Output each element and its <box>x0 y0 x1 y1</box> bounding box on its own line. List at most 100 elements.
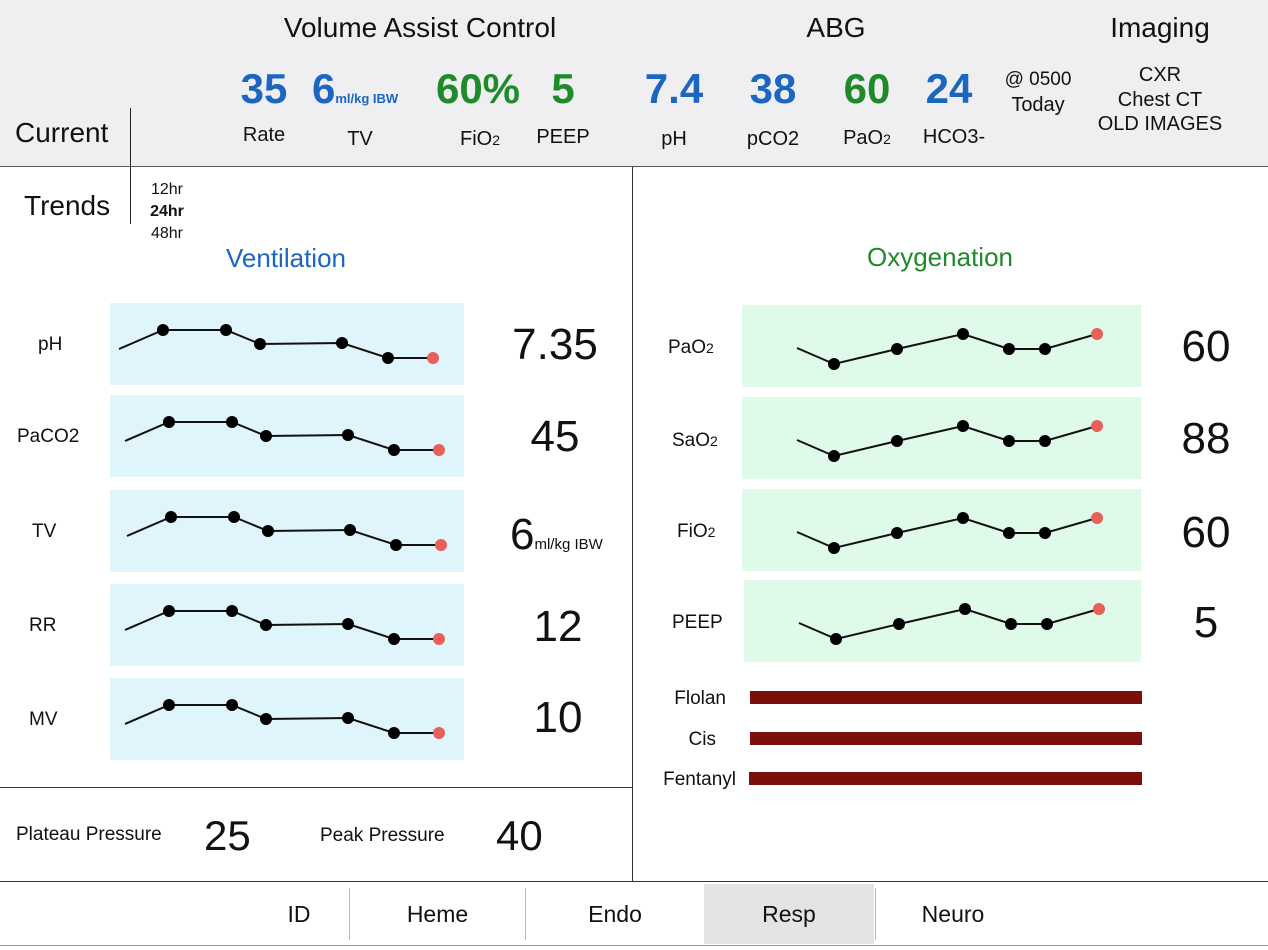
tab-heme[interactable]: Heme <box>406 901 469 927</box>
trend-point <box>382 352 394 364</box>
sao2-sparkline <box>742 397 1141 479</box>
trend-point <box>226 416 238 428</box>
trend-point <box>1041 618 1053 630</box>
trend-point <box>163 416 175 428</box>
trend-point <box>957 420 969 432</box>
trend-point <box>342 429 354 441</box>
tab-endo[interactable]: Endo <box>588 901 642 927</box>
trend-range-selector: 12hr 24hr 48hr <box>140 179 194 245</box>
peep-label: PEEP <box>536 126 590 148</box>
trend-point <box>388 444 400 456</box>
peep-value: 5 <box>551 65 575 112</box>
trend-point <box>163 605 175 617</box>
tab-separator <box>349 888 350 940</box>
latest-trend-point <box>1091 512 1103 524</box>
trend-point <box>226 605 238 617</box>
tab-id[interactable]: ID <box>287 901 311 927</box>
trend-point <box>342 712 354 724</box>
abg-ph-label: pH <box>661 128 687 150</box>
trend-point <box>891 527 903 539</box>
trend-point <box>1003 435 1015 447</box>
oxy-row-label: PEEP <box>672 612 723 633</box>
fio2-label: FiO2 <box>459 128 500 150</box>
range-48hr[interactable]: 48hr <box>150 225 184 242</box>
trend-point <box>390 539 402 551</box>
trend-point <box>260 430 272 442</box>
mv-sparkline <box>110 678 464 760</box>
pao2-sparkline <box>742 305 1141 387</box>
trend-point <box>157 324 169 336</box>
trend-point <box>959 603 971 615</box>
peak-pressure-value: 40 <box>496 812 543 859</box>
trend-point <box>828 542 840 554</box>
fio2-trend-value: 60 <box>1181 508 1231 557</box>
sao2-value: 88 <box>1181 414 1231 463</box>
med-label-fentanyl: Fentanyl <box>663 769 736 790</box>
vent-row-label: pH <box>38 334 63 355</box>
oxy-row-label: SaO2 <box>672 430 718 451</box>
trend-point <box>226 699 238 711</box>
ph-sparkline <box>110 303 464 385</box>
plateau-pressure-value: 25 <box>204 812 251 859</box>
vent-row-label: RR <box>29 615 57 636</box>
trend-point <box>342 618 354 630</box>
latest-trend-point <box>433 727 445 739</box>
current-settings-header: Volume Assist Control ABG Imaging 35 Rat… <box>0 0 1268 167</box>
latest-trend-point <box>1091 328 1103 340</box>
vent-row-label: PaCO2 <box>17 426 80 447</box>
trend-point <box>1039 343 1051 355</box>
abg-pao2-label: PaO2 <box>843 127 891 149</box>
tv-setting-unit: ml/kg IBW <box>335 91 399 106</box>
range-24hr[interactable]: 24hr <box>150 203 184 220</box>
paco2-value: 45 <box>530 412 580 461</box>
trend-point <box>828 450 840 462</box>
fio2-value: 60% <box>435 65 521 112</box>
abg-ph-value: 7.4 <box>644 65 704 112</box>
latest-trend-point <box>427 352 439 364</box>
abg-pao2-value: 60 <box>843 65 891 112</box>
med-bar-cis[interactable] <box>750 732 1142 745</box>
imaging-chest-ct[interactable]: Chest CT <box>1117 89 1203 111</box>
med-label-cis: Cis <box>688 729 716 750</box>
rr-sparkline <box>110 584 464 666</box>
trend-point <box>254 338 266 350</box>
tv-setting-value: 6 <box>312 65 336 112</box>
tabbar-bottom-border <box>0 945 1268 946</box>
trend-point <box>388 633 400 645</box>
trend-point <box>1005 618 1017 630</box>
rate-value: 35 <box>240 65 288 112</box>
trend-point <box>891 435 903 447</box>
peep-trend-value: 5 <box>1193 598 1219 647</box>
ph-value: 7.35 <box>512 320 598 369</box>
panel-divider <box>632 167 633 881</box>
rr-value: 12 <box>533 602 583 651</box>
trend-point <box>260 713 272 725</box>
imaging-cxr[interactable]: CXR <box>1138 64 1182 86</box>
tv-trend-value: 6ml/kg IBW <box>510 510 603 559</box>
trend-point <box>957 512 969 524</box>
vent-row-label: MV <box>29 709 58 730</box>
tv-label: TV <box>347 128 373 150</box>
trend-point <box>344 524 356 536</box>
range-12hr[interactable]: 12hr <box>150 181 184 198</box>
med-bar-fentanyl[interactable] <box>749 772 1142 785</box>
abg-pco2-label: pCO2 <box>746 128 800 150</box>
tab-resp[interactable]: Resp <box>704 884 874 944</box>
trend-point <box>893 618 905 630</box>
med-bar-flolan[interactable] <box>750 691 1142 704</box>
old-images-link[interactable]: OLD IMAGES <box>1097 113 1223 135</box>
current-divider <box>130 108 131 166</box>
current-label: Current <box>15 117 109 148</box>
peak-pressure-label: Peak Pressure <box>320 825 445 846</box>
ventilation-title: Ventilation <box>226 243 346 273</box>
latest-trend-point <box>435 539 447 551</box>
rate-label: Rate <box>242 124 286 146</box>
abg-time: @ 0500 <box>1004 69 1072 90</box>
tab-neuro[interactable]: Neuro <box>921 901 985 927</box>
plateau-pressure-label: Plateau Pressure <box>16 824 162 845</box>
latest-trend-point <box>433 633 445 645</box>
abg-hco3-value: 24 <box>925 65 973 112</box>
trend-point <box>228 511 240 523</box>
trend-point <box>260 619 272 631</box>
trend-point <box>163 699 175 711</box>
